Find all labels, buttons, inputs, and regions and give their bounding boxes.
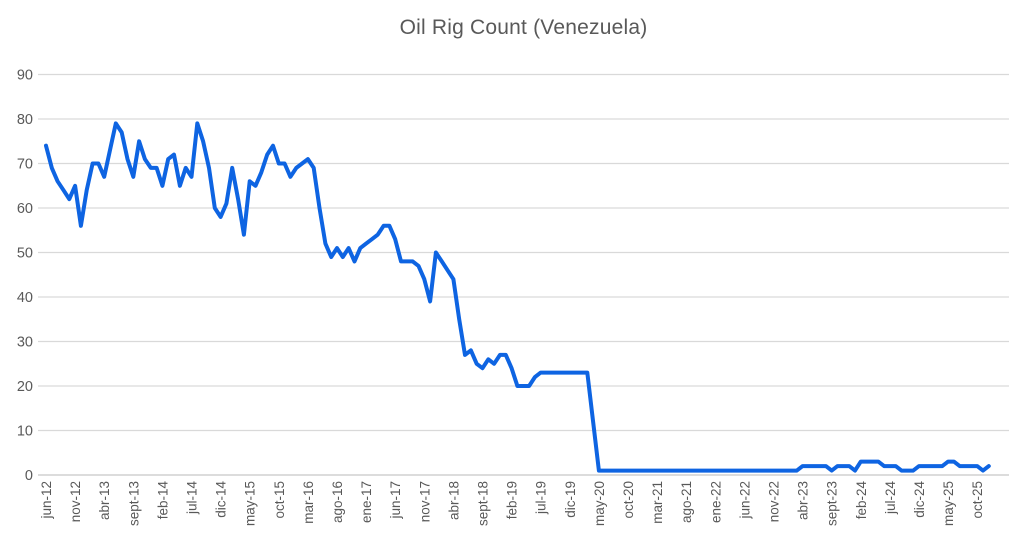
- x-axis-tick-label: oct-15: [272, 481, 287, 519]
- x-axis-tick-label: mar-21: [650, 481, 665, 524]
- x-axis-tick-label: nov-12: [68, 481, 83, 522]
- x-axis-tick-label: feb-14: [155, 481, 170, 520]
- x-axis-tick-label: dic-24: [912, 481, 927, 518]
- x-axis-tick-label: sept-18: [476, 481, 491, 526]
- x-axis-tick-label: dic-14: [214, 481, 229, 518]
- x-axis-tick-label: jun-17: [388, 481, 403, 520]
- x-axis-tick-label: jun-12: [39, 481, 54, 520]
- x-axis-tick-label: feb-19: [505, 481, 520, 519]
- x-axis-tick-label: abr-23: [796, 481, 811, 520]
- x-axis-tick-label: oct-20: [621, 481, 636, 519]
- x-axis-tick-label: feb-24: [854, 481, 869, 520]
- x-axis-tick-label: jul-14: [185, 481, 200, 516]
- x-axis-tick-label: ene-22: [708, 481, 723, 523]
- x-axis-tick-label: ene-17: [359, 481, 374, 523]
- x-axis-tick-label: nov-22: [767, 481, 782, 522]
- x-axis-tick-label: mar-16: [301, 481, 316, 524]
- y-axis-tick-label: 20: [17, 379, 33, 395]
- y-axis-tick-label: 30: [17, 335, 33, 351]
- x-axis-tick-label: sept-23: [825, 481, 840, 526]
- x-axis-tick-label: jul-24: [883, 481, 898, 516]
- x-axis-tick-label: may-15: [243, 481, 258, 526]
- x-axis-tick-label: nov-17: [417, 481, 432, 522]
- x-axis-tick-label: dic-19: [563, 481, 578, 518]
- x-axis-tick-label: ago-16: [330, 481, 345, 523]
- x-axis-tick-label: abr-13: [97, 481, 112, 520]
- x-axis-tick-label: may-25: [941, 481, 956, 526]
- y-axis-tick-label: 90: [17, 68, 33, 84]
- x-axis-tick-label: sept-13: [126, 481, 141, 526]
- x-axis-tick-label: abr-18: [446, 481, 461, 520]
- y-axis-tick-label: 40: [17, 290, 33, 306]
- y-axis-tick-label: 60: [17, 201, 33, 217]
- rig-count-series-line: [44, 121, 991, 473]
- y-axis-tick-label: 80: [17, 112, 33, 128]
- y-axis-tick-label: 10: [17, 424, 33, 440]
- x-axis-tick-label: may-20: [592, 481, 607, 526]
- x-axis-tick-label: ago-21: [679, 481, 694, 523]
- y-axis-tick-label: 70: [17, 157, 33, 173]
- x-axis-tick-label: jun-22: [737, 481, 752, 520]
- x-axis-tick-label: jul-19: [534, 481, 549, 515]
- y-axis-tick-label: 50: [17, 246, 33, 262]
- chart-title: Oil Rig Count (Venezuela): [399, 16, 648, 39]
- y-axis-tick-label: 0: [25, 468, 33, 484]
- x-axis-tick-label: oct-25: [970, 481, 985, 519]
